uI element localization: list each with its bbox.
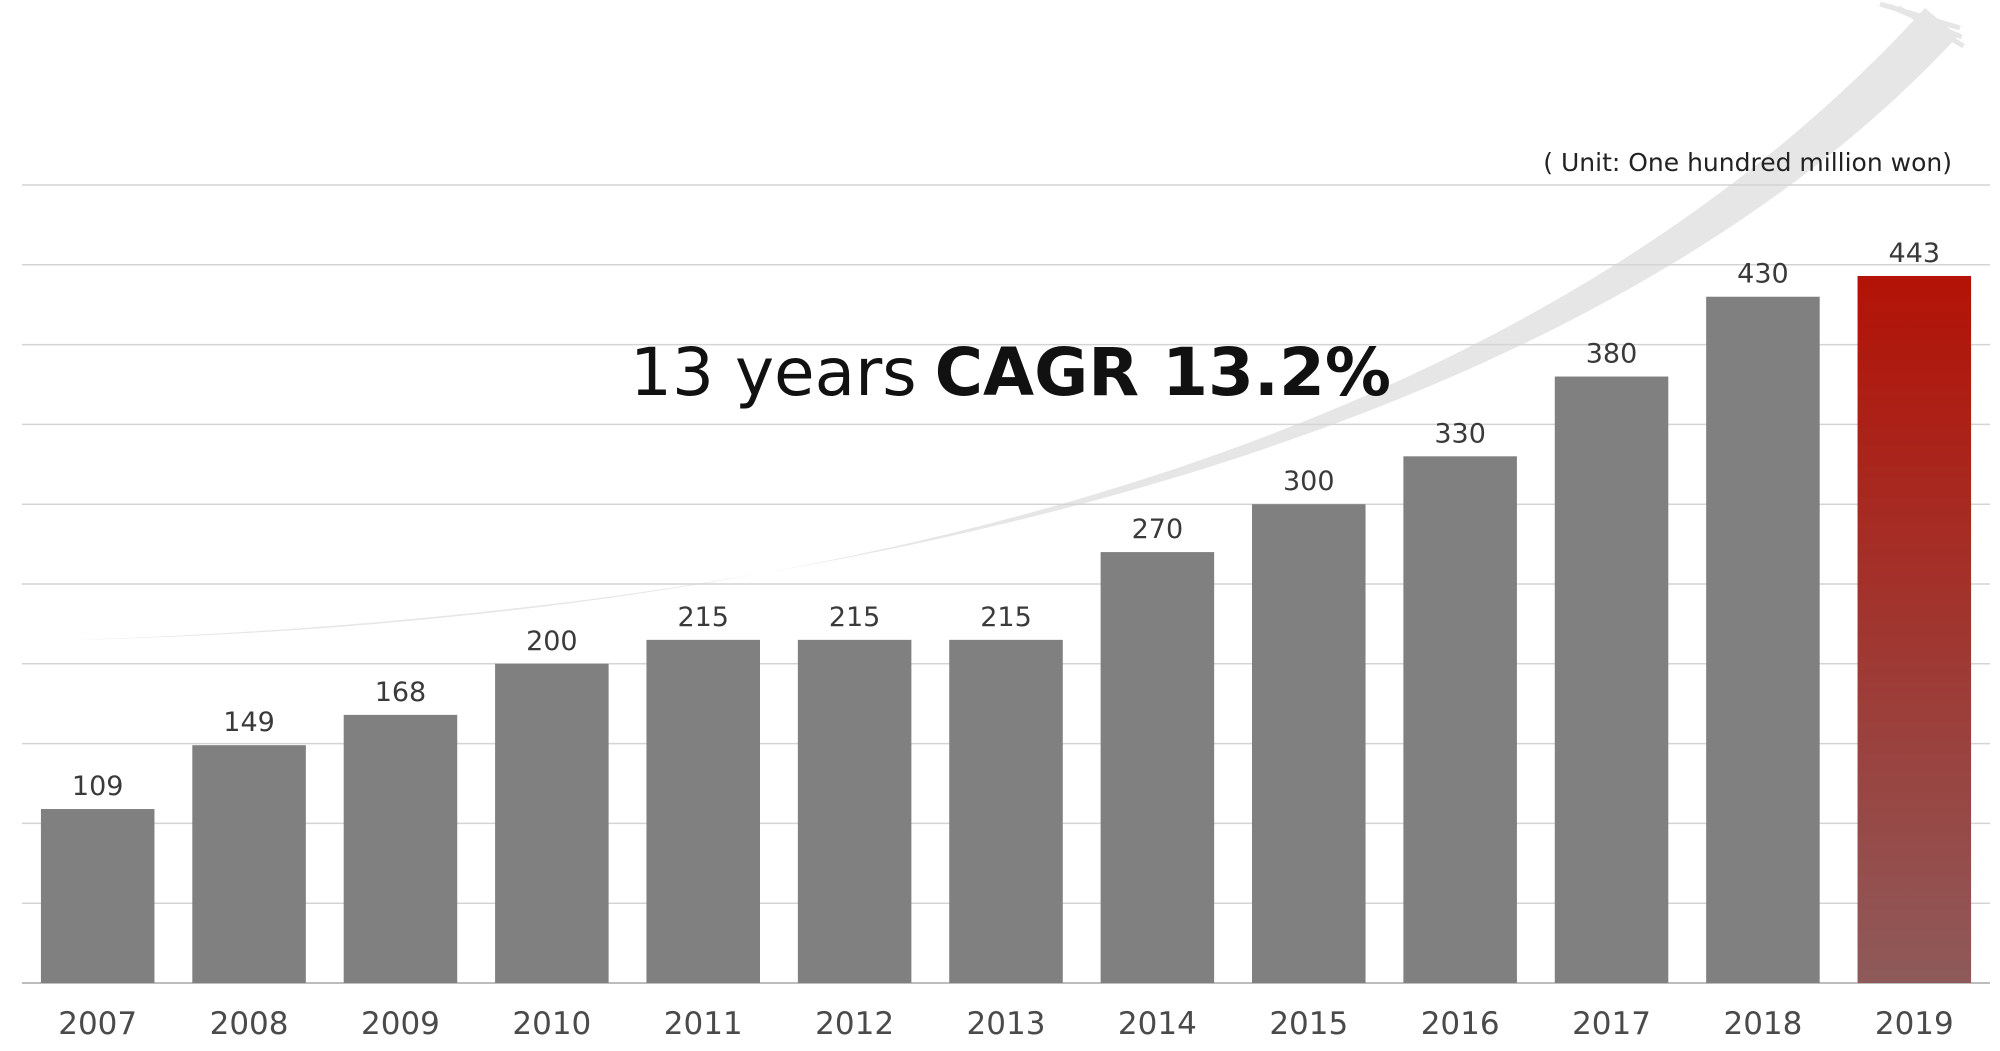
bar-2015 [1252,504,1366,983]
value-label-2007: 109 [72,771,124,802]
value-label-2013: 215 [980,602,1032,633]
x-tick-label-2018: 2018 [1723,1006,1802,1042]
bar-2019 [1857,275,1972,983]
x-tick-label-2017: 2017 [1572,1006,1651,1042]
x-tick-label-2015: 2015 [1269,1006,1348,1042]
headline-emphasis: CAGR 13.2% [934,334,1392,411]
value-labels: 109 149 168 200 215 215 215 270 300 330 380 430 443 [72,238,1940,802]
value-label-2015: 300 [1283,466,1335,497]
x-tick-label-2019: 2019 [1875,1006,1954,1042]
x-tick-label-2011: 2011 [664,1006,743,1042]
bar-2014 [1100,552,1215,983]
swoosh-stripe [1896,5,1965,49]
bar-2011 [646,639,760,983]
x-tick-label-2012: 2012 [815,1006,894,1042]
value-label-2019: 443 [1889,238,1941,269]
value-label-2008: 149 [223,707,275,738]
bar-2012 [797,639,912,983]
x-tick-label-2009: 2009 [361,1006,440,1042]
x-tick-label-2016: 2016 [1421,1006,1500,1042]
value-label-2010: 200 [526,626,578,657]
x-axis-labels: 2007 2008 2009 2010 2011 2012 2013 2014 2015 2016… [58,1006,1954,1042]
bars [40,275,1972,984]
value-label-2017: 380 [1586,339,1638,370]
x-tick-label-2010: 2010 [512,1006,591,1042]
value-label-2014: 270 [1132,514,1184,545]
bar-2009 [343,714,458,983]
value-label-2012: 215 [829,602,881,633]
bar-2008 [192,745,306,983]
cagr-headline: 13 years CAGR 13.2% [630,340,1391,406]
x-tick-label-2014: 2014 [1118,1006,1197,1042]
value-label-2011: 215 [677,602,729,633]
value-label-2009: 168 [375,677,427,708]
value-label-2016: 330 [1434,418,1486,449]
x-tick-label-2007: 2007 [58,1006,137,1042]
bar-2016 [1403,456,1517,983]
bar-2017 [1554,376,1669,983]
growth-swoosh [72,1,1965,640]
bar-2018 [1706,296,1820,984]
x-tick-label-2008: 2008 [210,1006,289,1042]
bar-2010 [495,663,609,983]
headline-prefix: 13 years [630,334,917,411]
value-label-2018: 430 [1737,259,1789,290]
swoosh-shape [72,8,1958,640]
x-tick-label-2013: 2013 [967,1006,1046,1042]
bar-2013 [949,639,1063,983]
unit-note: ( Unit: One hundred million won) [1543,148,1952,177]
bar-2007 [40,809,155,983]
